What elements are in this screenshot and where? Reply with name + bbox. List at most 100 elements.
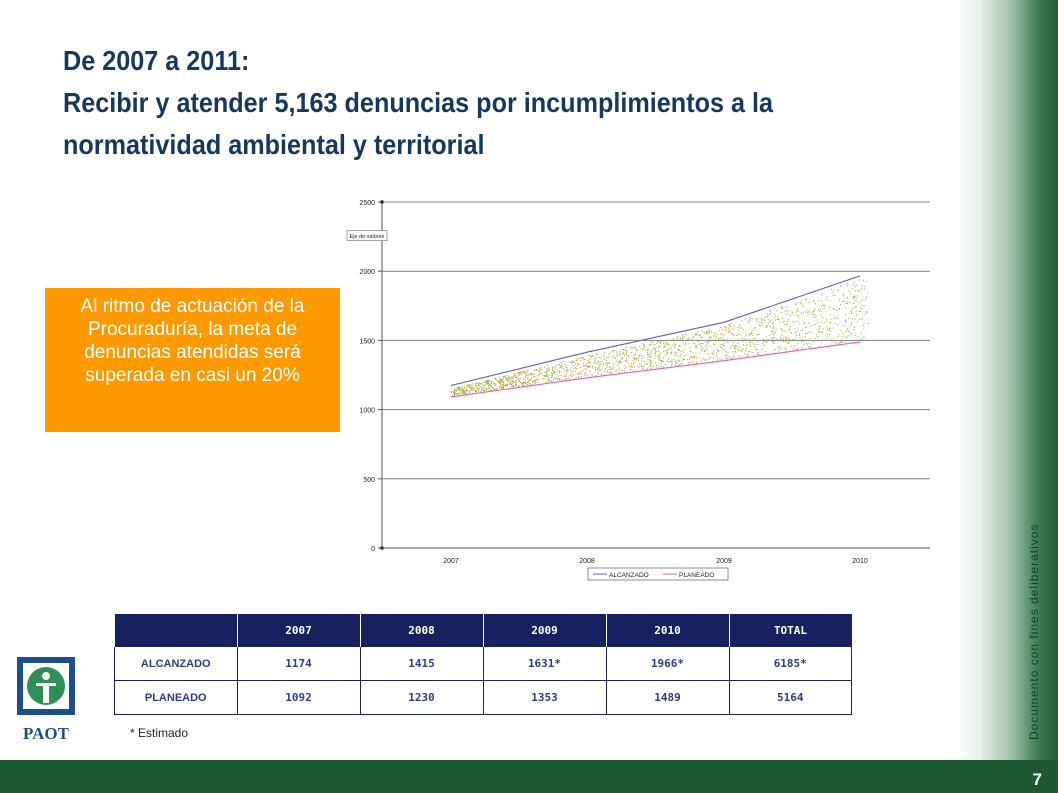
fill-speck <box>459 393 461 395</box>
fill-speck <box>791 312 793 314</box>
fill-speck <box>549 380 551 382</box>
fill-speck <box>476 387 478 389</box>
fill-speck <box>625 367 627 369</box>
fill-speck <box>780 308 782 310</box>
fill-speck <box>757 354 759 355</box>
fill-speck <box>486 383 488 385</box>
fill-speck <box>488 386 490 388</box>
fill-speck <box>772 341 774 343</box>
fill-speck <box>765 325 767 327</box>
fill-speck <box>540 367 542 369</box>
fill-speck <box>544 366 546 368</box>
fill-speck <box>610 371 612 373</box>
fill-speck <box>786 324 788 326</box>
fill-speck <box>635 358 637 360</box>
fill-speck <box>575 377 577 379</box>
fill-speck <box>613 363 615 365</box>
fill-speck <box>701 349 703 350</box>
fill-speck <box>516 376 518 378</box>
fill-speck <box>633 363 634 365</box>
fill-speck <box>664 345 666 347</box>
fill-speck <box>630 369 632 371</box>
fill-speck <box>652 349 654 351</box>
fill-speck <box>854 318 856 320</box>
fill-speck <box>767 324 768 326</box>
fill-speck <box>514 380 516 381</box>
fill-speck <box>753 328 755 330</box>
fill-speck <box>797 348 799 350</box>
fill-speck <box>500 384 502 386</box>
fill-speck <box>771 333 773 334</box>
fill-speck <box>451 391 452 393</box>
fill-speck <box>486 380 488 382</box>
fill-speck <box>859 318 861 320</box>
fill-speck <box>624 365 626 367</box>
fill-speck <box>533 379 535 381</box>
fill-speck <box>700 336 702 338</box>
fill-speck <box>571 362 573 364</box>
fill-speck <box>584 373 586 375</box>
fill-speck <box>655 350 657 351</box>
fill-speck <box>697 341 699 343</box>
fill-speck <box>466 386 468 388</box>
fill-speck <box>641 358 643 360</box>
fill-speck <box>618 371 620 373</box>
fill-speck <box>471 384 473 386</box>
fill-speck <box>739 346 741 348</box>
fill-speck <box>684 355 686 357</box>
fill-speck <box>809 337 811 339</box>
fill-speck <box>485 381 487 383</box>
fill-speck <box>622 370 623 372</box>
fill-speck <box>458 388 460 390</box>
fill-speck <box>716 333 718 335</box>
fill-speck <box>467 385 469 387</box>
fill-speck <box>590 355 592 357</box>
fill-speck <box>649 355 650 357</box>
fill-speck <box>696 344 698 346</box>
fill-speck <box>839 342 841 344</box>
fill-speck <box>619 354 621 356</box>
fill-speck <box>854 335 856 337</box>
fill-speck <box>743 337 745 339</box>
fill-speck <box>618 369 620 371</box>
fill-speck <box>694 343 696 345</box>
fill-speck <box>727 356 729 358</box>
fill-speck <box>718 330 720 332</box>
fill-speck <box>747 354 749 356</box>
fill-speck <box>463 389 465 391</box>
fill-speck <box>785 331 787 333</box>
fill-speck <box>737 350 739 352</box>
fill-speck <box>821 310 823 312</box>
fill-speck <box>695 345 697 347</box>
fill-speck <box>794 349 796 351</box>
fill-speck <box>537 379 539 381</box>
fill-speck <box>741 349 743 351</box>
fill-speck <box>716 336 718 338</box>
table-cell: 6185* <box>729 647 852 681</box>
x-tick-label: 2010 <box>852 558 868 565</box>
fill-speck <box>642 347 644 349</box>
fill-speck <box>529 383 531 385</box>
fill-speck <box>814 316 816 318</box>
fill-speck <box>702 358 704 360</box>
fill-speck <box>625 350 627 351</box>
fill-speck <box>733 355 735 357</box>
fill-speck <box>692 357 693 359</box>
fill-speck <box>571 370 573 372</box>
fill-speck <box>684 333 686 335</box>
fill-speck <box>602 362 604 364</box>
fill-speck <box>465 389 467 391</box>
fill-speck <box>595 369 596 371</box>
fill-speck <box>650 365 652 367</box>
fill-speck <box>469 384 470 386</box>
fill-speck <box>567 360 569 362</box>
fill-speck <box>802 305 804 307</box>
fill-speck <box>590 357 592 359</box>
fill-speck <box>504 384 506 386</box>
fill-speck <box>863 322 865 324</box>
fill-speck <box>828 334 830 336</box>
fill-speck <box>654 351 656 353</box>
fill-speck <box>485 384 486 386</box>
fill-speck <box>634 357 636 359</box>
legend-label: ALCANZADO <box>609 572 649 579</box>
